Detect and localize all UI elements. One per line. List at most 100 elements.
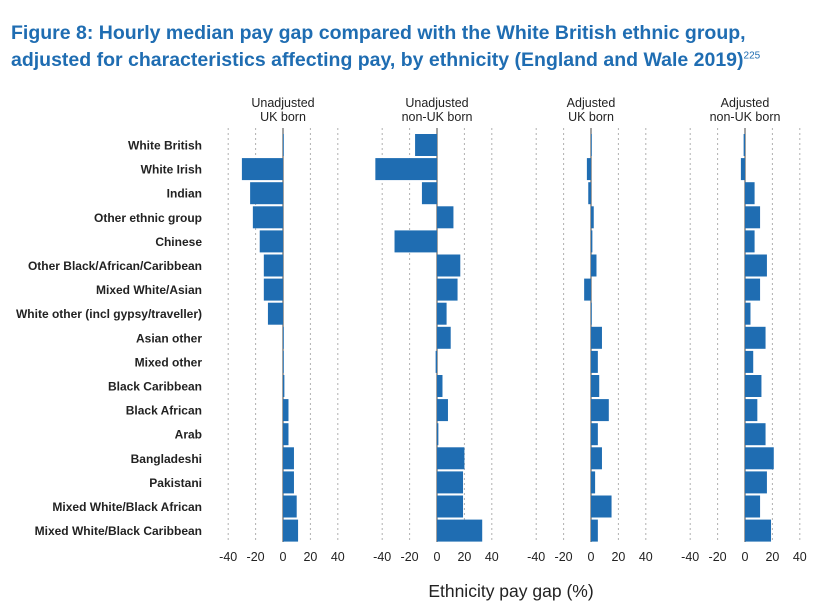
chart-title: Figure 8: Hourly median pay gap compared… bbox=[11, 20, 811, 74]
bar-3-13 bbox=[591, 423, 598, 446]
category-label-1: White British bbox=[128, 139, 202, 153]
bar-2-3 bbox=[421, 182, 437, 205]
bar-1-11 bbox=[283, 375, 285, 397]
bar-4-4 bbox=[745, 206, 761, 229]
bar-4-6 bbox=[745, 254, 767, 277]
panel-label-2-line-2: non-UK born bbox=[402, 110, 473, 124]
bar-2-15 bbox=[437, 471, 464, 494]
panel-label-4-line-2: non-UK born bbox=[710, 110, 781, 124]
bar-2-4 bbox=[437, 206, 454, 229]
category-label-13: Arab bbox=[175, 428, 202, 442]
category-label-7: Mixed White/Asian bbox=[96, 283, 202, 297]
bar-4-3 bbox=[745, 182, 755, 205]
category-label-4: Other ethnic group bbox=[94, 211, 202, 225]
bar-4-9 bbox=[745, 326, 766, 349]
bar-3-17 bbox=[591, 519, 598, 542]
bar-2-14 bbox=[437, 447, 465, 470]
title-line-1: Figure 8: Hourly median pay gap compared… bbox=[11, 22, 746, 44]
bar-4-8 bbox=[745, 302, 751, 325]
bar-3-7 bbox=[584, 278, 591, 301]
bar-3-11 bbox=[591, 375, 600, 397]
panel-label-3-line-2: UK born bbox=[568, 110, 614, 124]
bar-1-15 bbox=[283, 471, 294, 494]
tick-label-3-1: -20 bbox=[555, 550, 573, 564]
bar-3-10 bbox=[591, 350, 598, 373]
bar-2-1 bbox=[415, 134, 437, 156]
tick-label-2-4: 40 bbox=[485, 550, 499, 564]
bar-4-11 bbox=[745, 375, 762, 397]
tick-label-4-3: 20 bbox=[765, 550, 779, 564]
panel-label-1-line-1: Unadjusted bbox=[251, 96, 314, 110]
tick-label-2-1: -20 bbox=[401, 550, 419, 564]
bar-3-5 bbox=[591, 230, 593, 253]
category-label-12: Black African bbox=[126, 404, 202, 418]
title-line-2: adjusted for characteristics affecting p… bbox=[11, 49, 744, 71]
bar-4-14 bbox=[745, 447, 774, 470]
bar-2-13 bbox=[437, 423, 439, 446]
bar-1-13 bbox=[283, 423, 289, 446]
category-label-17: Mixed White/Black Caribbean bbox=[35, 524, 202, 538]
tick-label-4-4: 40 bbox=[793, 550, 807, 564]
tick-label-4-1: -20 bbox=[709, 550, 727, 564]
tick-label-4-2: 0 bbox=[742, 550, 749, 564]
bar-3-6 bbox=[591, 254, 597, 277]
tick-label-2-3: 20 bbox=[457, 550, 471, 564]
x-axis-label: Ethnicity pay gap (%) bbox=[428, 581, 593, 601]
bar-1-1 bbox=[283, 134, 284, 156]
bar-4-17 bbox=[745, 519, 772, 542]
category-label-3: Indian bbox=[167, 187, 202, 201]
tick-label-2-2: 0 bbox=[434, 550, 441, 564]
category-label-9: Asian other bbox=[136, 331, 202, 345]
bar-3-2 bbox=[586, 158, 591, 181]
panel-label-4-line-1: Adjusted bbox=[721, 96, 770, 110]
bar-2-10 bbox=[435, 350, 437, 373]
category-label-10: Mixed other bbox=[135, 355, 203, 369]
bar-1-16 bbox=[283, 495, 297, 518]
bar-4-7 bbox=[745, 278, 761, 301]
bar-3-3 bbox=[588, 182, 591, 205]
bar-3-9 bbox=[591, 326, 602, 349]
tick-label-3-4: 40 bbox=[639, 550, 653, 564]
bar-1-4 bbox=[252, 206, 283, 229]
bar-2-6 bbox=[437, 254, 461, 277]
bar-3-4 bbox=[591, 206, 594, 229]
bar-4-12 bbox=[745, 399, 758, 422]
bar-4-16 bbox=[745, 495, 761, 518]
tick-label-3-0: -40 bbox=[527, 550, 545, 564]
bar-1-17 bbox=[283, 519, 299, 542]
tick-label-1-0: -40 bbox=[219, 550, 237, 564]
bar-3-16 bbox=[591, 495, 612, 518]
panel-label-2-line-1: Unadjusted bbox=[405, 96, 468, 110]
tick-label-1-1: -20 bbox=[247, 550, 265, 564]
category-label-14: Bangladeshi bbox=[131, 452, 202, 466]
category-label-2: White Irish bbox=[141, 163, 202, 177]
category-label-15: Pakistani bbox=[149, 476, 202, 490]
tick-label-4-0: -40 bbox=[681, 550, 699, 564]
bar-3-14 bbox=[591, 447, 602, 470]
tick-label-1-3: 20 bbox=[303, 550, 317, 564]
bar-4-1 bbox=[743, 134, 745, 156]
panel-label-1-line-2: UK born bbox=[260, 110, 306, 124]
bar-1-5 bbox=[259, 230, 283, 253]
bar-2-16 bbox=[437, 495, 464, 518]
category-label-8: White other (incl gypsy/traveller) bbox=[16, 307, 202, 321]
bar-1-2 bbox=[241, 158, 283, 181]
bar-2-9 bbox=[437, 326, 451, 349]
bar-3-15 bbox=[591, 471, 596, 494]
bar-2-17 bbox=[437, 519, 483, 542]
bar-3-8 bbox=[591, 302, 592, 325]
category-label-6: Other Black/African/Caribbean bbox=[28, 259, 202, 273]
tick-label-1-2: 0 bbox=[280, 550, 287, 564]
tick-label-2-0: -40 bbox=[373, 550, 391, 564]
bar-1-9 bbox=[283, 326, 284, 349]
bar-4-15 bbox=[745, 471, 767, 494]
bar-2-11 bbox=[437, 375, 443, 397]
bar-4-5 bbox=[745, 230, 755, 253]
category-label-16: Mixed White/Black African bbox=[52, 500, 202, 514]
bar-2-8 bbox=[437, 302, 447, 325]
bar-1-7 bbox=[263, 278, 283, 301]
bar-1-10 bbox=[283, 350, 284, 373]
bar-1-8 bbox=[267, 302, 283, 325]
bar-2-2 bbox=[375, 158, 437, 181]
